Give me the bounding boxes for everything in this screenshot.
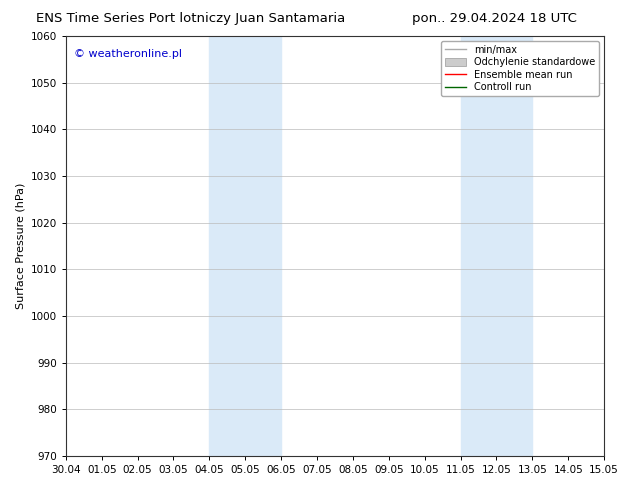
Y-axis label: Surface Pressure (hPa): Surface Pressure (hPa) [15,183,25,309]
Text: ENS Time Series Port lotniczy Juan Santamaria: ENS Time Series Port lotniczy Juan Santa… [36,12,345,25]
Bar [460,36,533,456]
Bar [209,36,281,456]
Text: © weatheronline.pl: © weatheronline.pl [74,49,182,59]
Legend: min/max, Odchylenie standardowe, Ensemble mean run, Controll run: min/max, Odchylenie standardowe, Ensembl… [441,41,599,96]
Text: pon.. 29.04.2024 18 UTC: pon.. 29.04.2024 18 UTC [412,12,577,25]
